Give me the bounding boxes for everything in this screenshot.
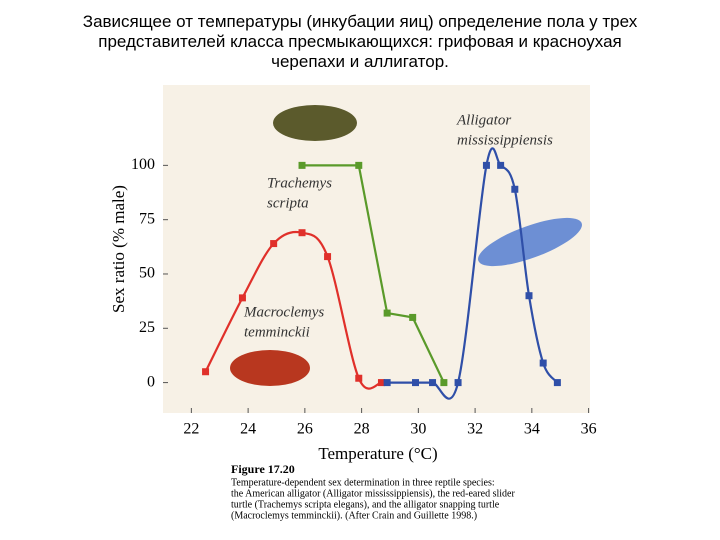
data-point [440,379,448,387]
data-point [377,379,385,387]
y-tick-label: 100 [131,156,155,173]
data-point [270,240,278,248]
data-point [298,229,306,237]
x-tick-label: 36 [581,421,597,438]
annotation: mississippiensis [457,132,553,148]
title-line: черепахи и аллигатор. [271,52,449,70]
caption-line: (Macroclemys temminckii). (After Crain a… [231,510,477,521]
data-point [298,161,306,169]
x-tick-label: 32 [467,421,483,438]
x-tick-label: 30 [410,421,426,438]
caption-label: Figure 17.20 [231,462,295,476]
data-point [238,294,246,302]
series-line [387,147,559,400]
data-point [454,379,462,387]
caption-line: turtle (Trachemys scripta elegans), and … [231,499,500,510]
annotation: scripta [267,195,309,211]
data-point [412,379,420,387]
turtle-illustration [273,105,357,141]
annotation: Trachemys [267,175,332,191]
annotation: Alligator [456,112,511,128]
data-point [409,313,417,321]
data-point [497,161,505,169]
x-tick-label: 26 [297,421,313,438]
data-point [525,292,533,300]
y-tick-label: 25 [139,319,155,336]
title: Зависящее от температуры (инкубации яиц)… [0,12,720,70]
data-point [539,359,547,367]
annotation: temminckii [244,324,310,340]
y-tick-label: 75 [139,210,155,227]
y-tick-label: 50 [139,265,155,282]
annotation: Macroclemys [243,304,324,320]
y-tick-label: 0 [147,373,155,390]
data-point [429,379,437,387]
data-point [482,161,490,169]
x-tick-label: 24 [240,421,256,438]
x-axis-label: Temperature (°C) [318,444,437,463]
data-point [355,374,363,382]
title-line: представителей класса пресмыкающихся: гр… [98,32,622,51]
caption-line: Temperature-dependent sex determination … [231,477,495,488]
x-tick-label: 22 [183,421,199,438]
title-line: Зависящее от температуры (инкубации яиц)… [82,12,638,31]
x-tick-label: 28 [354,421,370,438]
data-point [553,379,561,387]
data-point [202,368,210,376]
data-point [324,253,332,261]
turtle-illustration [230,350,310,386]
alligator-illustration [478,217,582,267]
y-axis-label: Sex ratio (% male) [109,185,128,313]
x-tick-label: 34 [524,421,540,438]
data-point [355,161,363,169]
data-point [511,185,519,193]
caption-line: the American alligator (Alligator missis… [231,488,515,499]
data-point [383,309,391,317]
data-point [383,379,391,387]
